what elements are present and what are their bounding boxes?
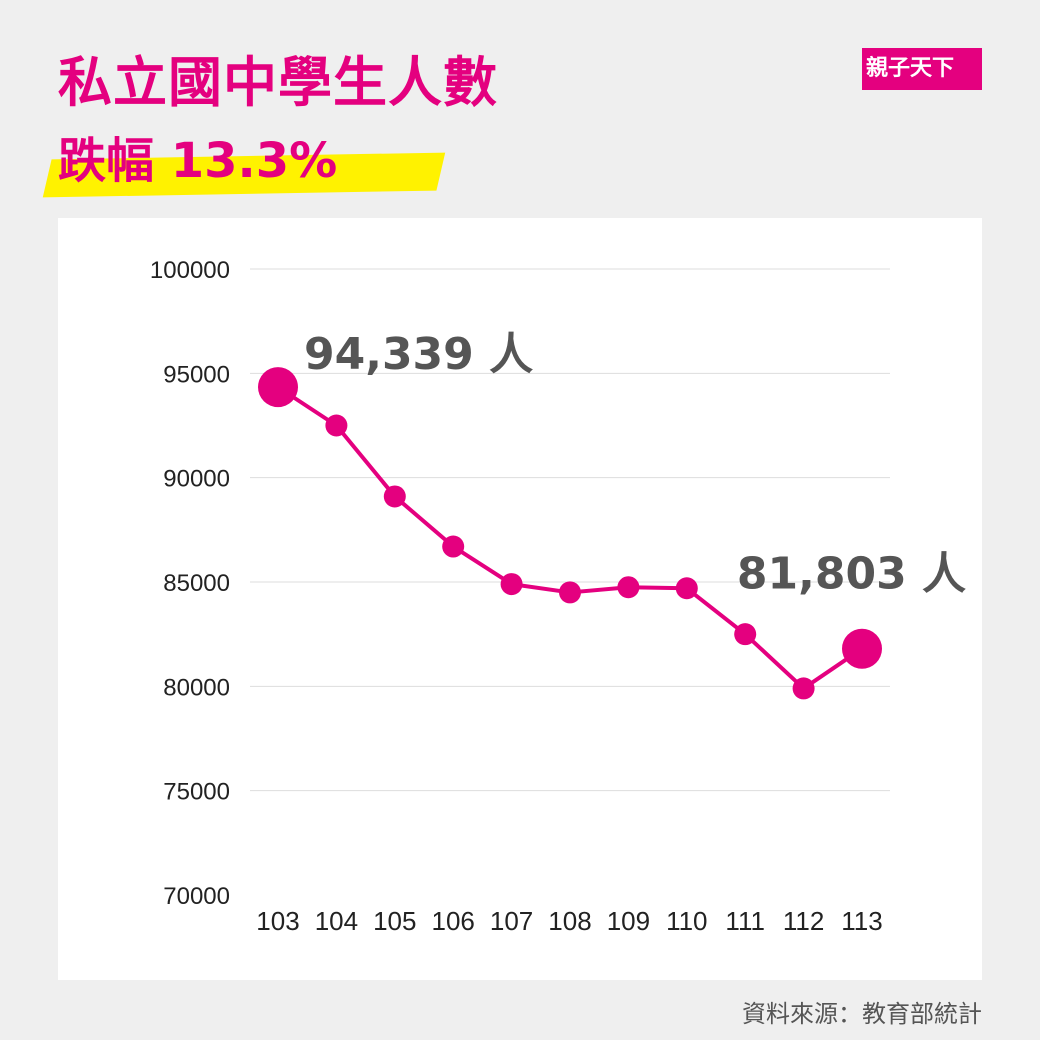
- x-tick-label: 106: [432, 906, 475, 936]
- x-tick-label: 104: [315, 906, 358, 936]
- x-tick-label: 103: [256, 906, 299, 936]
- x-tick-label: 105: [373, 906, 416, 936]
- data-label: 81,803 人: [737, 549, 966, 600]
- x-tick-label: 107: [490, 906, 533, 936]
- x-tick-label: 113: [841, 906, 882, 936]
- data-point: [500, 573, 523, 596]
- data-annotations: 94,339 人 81,803 人: [304, 329, 966, 600]
- x-tick-label: 108: [548, 906, 591, 936]
- page-title: 私立國中學生人數: [58, 51, 498, 114]
- y-tick-label: 90000: [163, 466, 230, 493]
- x-tick-label: 111: [725, 906, 765, 936]
- data-point-highlight: [258, 367, 298, 408]
- data-source: 資料來源：教育部統計: [742, 1000, 982, 1028]
- x-tick-label: 110: [666, 906, 707, 936]
- y-tick-label: 95000: [163, 361, 230, 388]
- data-point: [675, 577, 698, 600]
- data-point-highlight: [842, 628, 882, 669]
- data-points: [258, 367, 882, 700]
- data-point: [383, 485, 406, 508]
- data-point: [734, 623, 757, 646]
- x-tick-label: 109: [607, 906, 650, 936]
- y-tick-label: 85000: [163, 570, 230, 597]
- line-chart: 70000 75000 80000 85000 90000 95000 100000 103…: [150, 257, 966, 936]
- x-axis-ticks: 103 104 105 106 107 108 109 110 111 112 113: [256, 906, 882, 936]
- y-tick-label: 80000: [163, 674, 230, 701]
- series-line: [276, 385, 864, 691]
- data-point: [559, 581, 581, 604]
- subtitle-block: 跌幅 13.3%: [42, 133, 448, 198]
- data-point: [442, 535, 465, 558]
- y-axis-ticks: 70000 75000 80000 85000 90000 95000 100000: [150, 257, 230, 910]
- x-tick-label: 112: [783, 906, 824, 936]
- brand-logo-text: 親子天下: [866, 56, 955, 81]
- chart-card: 70000 75000 80000 85000 90000 95000 100000 103…: [58, 218, 982, 980]
- y-tick-label: 75000: [163, 779, 230, 806]
- data-point: [325, 414, 348, 437]
- data-point: [617, 576, 640, 599]
- series-line-layer: [276, 385, 864, 691]
- data-point: [792, 677, 815, 700]
- page-subtitle: 跌幅 13.3%: [58, 133, 338, 189]
- brand-logo: 親子天下: [862, 48, 982, 90]
- y-tick-label: 100000: [150, 257, 230, 284]
- data-label: 94,339 人: [304, 329, 533, 380]
- y-tick-label: 70000: [163, 883, 230, 910]
